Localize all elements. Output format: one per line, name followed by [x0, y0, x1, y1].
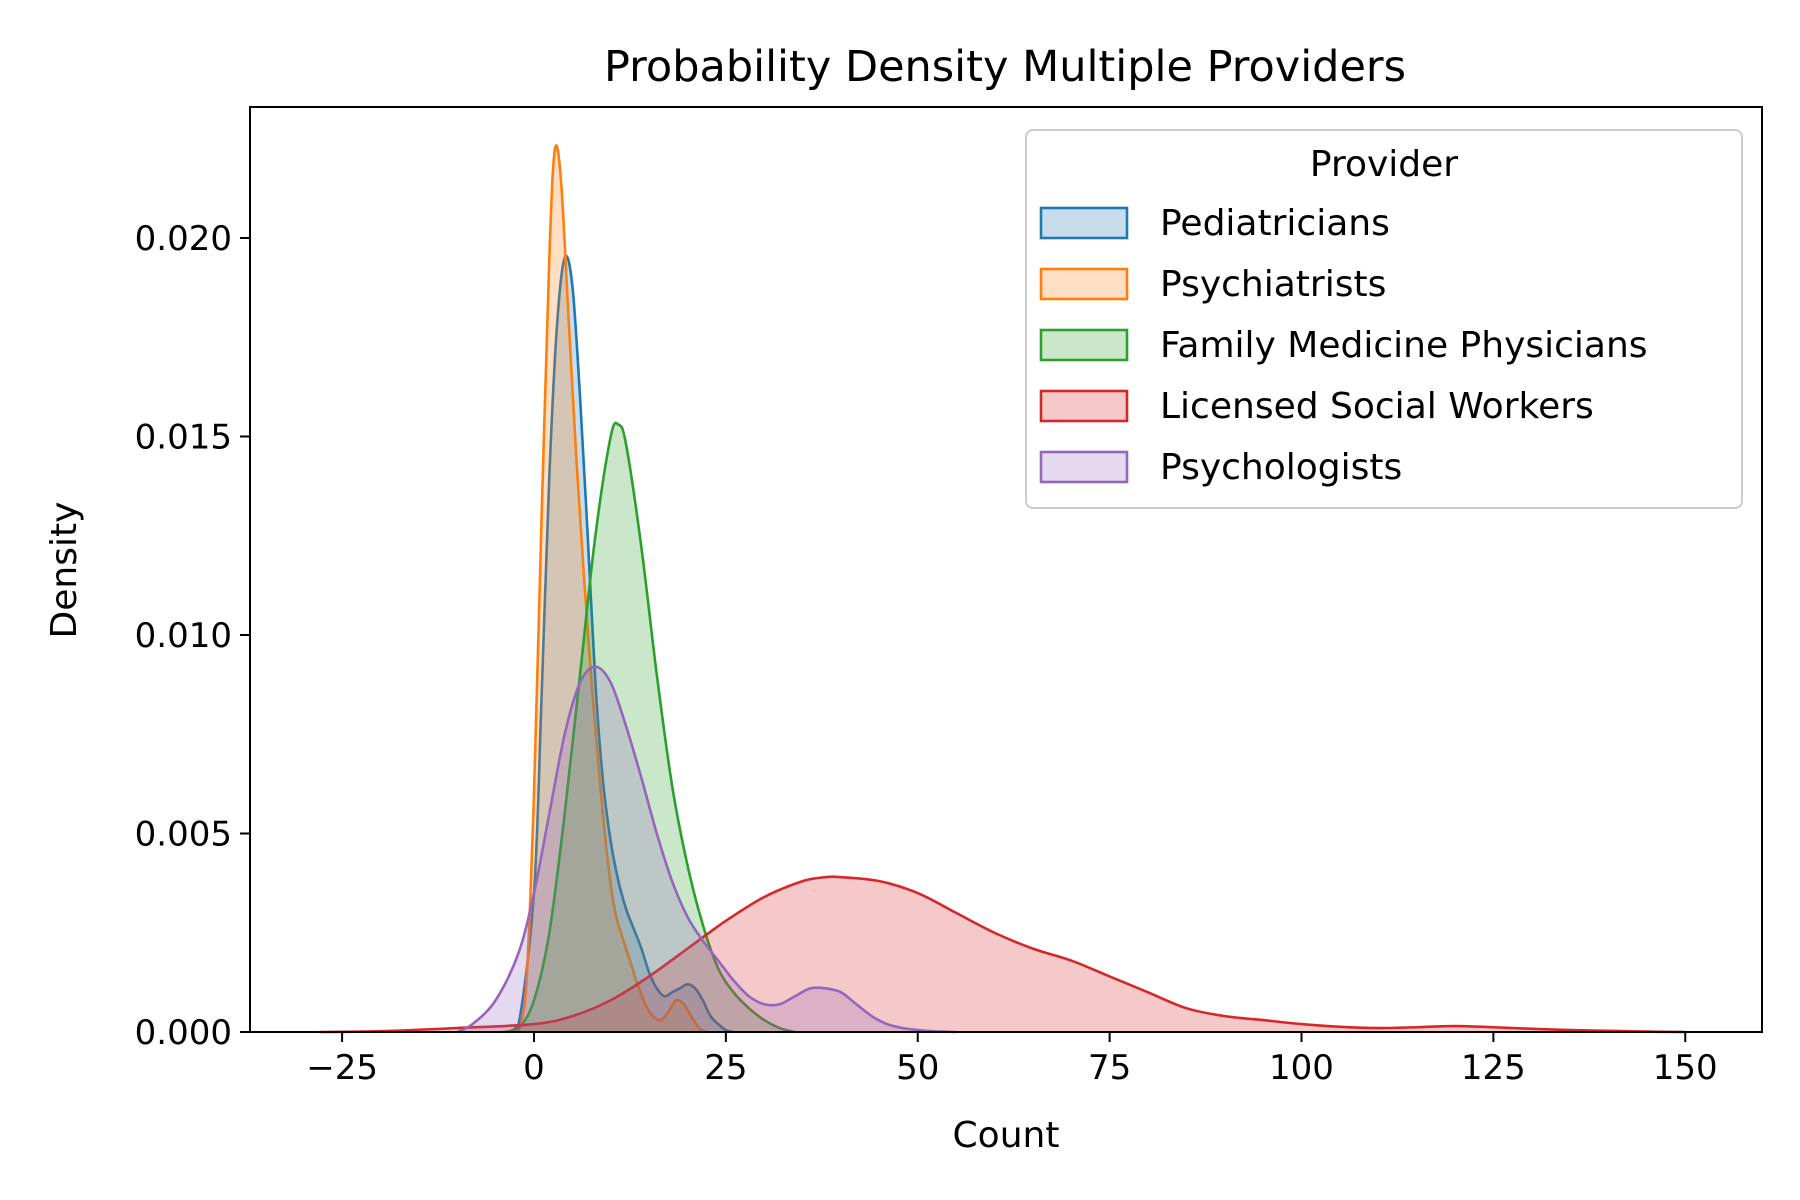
legend-item: Pediatricians: [1039, 203, 1390, 244]
legend-item: Family Medicine Physicians: [1039, 325, 1648, 366]
legend-label: Licensed Social Workers: [1160, 386, 1594, 427]
legend-swatch: [1039, 389, 1129, 423]
x-tick-label: 25: [704, 1048, 747, 1088]
y-tick-label: 0.005: [135, 815, 232, 855]
density-area: [319, 876, 1686, 1032]
x-axis-label: Count: [953, 1115, 1060, 1156]
density-area: [507, 255, 734, 1032]
x-tick-label: 0: [523, 1048, 545, 1088]
legend: Provider Pediatricians Psychiatrists Famil…: [1025, 129, 1743, 509]
series-licensed-social-workers: [319, 875, 1686, 1034]
density-line: [502, 421, 796, 1034]
y-tick-label: 0.010: [135, 616, 232, 656]
legend-box: [1025, 129, 1743, 509]
x-tick-label: 150: [1653, 1048, 1718, 1088]
legend-items: Pediatricians Psychiatrists Family Medicin…: [1039, 203, 1648, 488]
x-tick-label: 125: [1461, 1048, 1526, 1088]
x-tick-label: 50: [896, 1048, 939, 1088]
y-axis-label: Density: [44, 502, 85, 639]
legend-label: Family Medicine Physicians: [1160, 325, 1648, 366]
y-axis: 0.000 0.005 0.010 0.015 0.020: [135, 219, 250, 1053]
y-tick-label: 0.020: [135, 219, 232, 259]
y-tick-label: 0.015: [135, 418, 232, 458]
legend-swatch: [1039, 206, 1129, 240]
density-area: [503, 422, 795, 1032]
density-line: [506, 254, 734, 1034]
series-layer: [319, 144, 1686, 1034]
density-line: [319, 875, 1686, 1034]
legend-title: Provider: [1310, 144, 1458, 185]
x-tick-label: 100: [1269, 1048, 1334, 1088]
legend-label: Psychologists: [1160, 447, 1402, 488]
density-area: [457, 666, 957, 1032]
y-tick-label: 0.000: [135, 1013, 232, 1053]
legend-swatch: [1039, 450, 1129, 484]
series-pediatricians: [506, 254, 734, 1034]
legend-swatch: [1039, 328, 1129, 362]
legend-item: Psychiatrists: [1039, 264, 1386, 305]
density-line: [456, 665, 957, 1034]
legend-item: Licensed Social Workers: [1039, 386, 1594, 427]
plot-frame: [249, 106, 1763, 1033]
x-tick-label: 75: [1088, 1048, 1131, 1088]
legend-swatch: [1039, 267, 1129, 301]
chart-title: Probability Density Multiple Providers: [604, 42, 1406, 92]
density-line: [517, 144, 708, 1034]
x-axis: −25 0 25 50 75 100 125 150: [306, 1032, 1718, 1088]
legend-item: Psychologists: [1039, 447, 1402, 488]
x-tick-label: −25: [306, 1048, 378, 1088]
series-family-medicine-physicians: [502, 421, 796, 1034]
series-psychologists: [456, 665, 957, 1034]
legend-label: Psychiatrists: [1160, 264, 1386, 305]
legend-label: Pediatricians: [1160, 203, 1390, 244]
